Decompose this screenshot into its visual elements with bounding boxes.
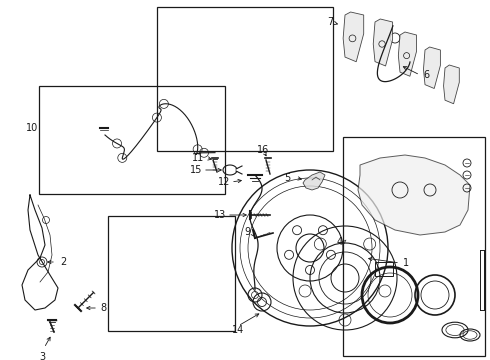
Bar <box>157 7 333 151</box>
Text: 3: 3 <box>39 352 45 360</box>
Polygon shape <box>358 155 470 235</box>
Text: 7: 7 <box>327 17 333 27</box>
Text: 11: 11 <box>192 153 204 163</box>
Polygon shape <box>343 12 364 62</box>
Text: 8: 8 <box>100 303 106 313</box>
Text: 16: 16 <box>257 145 269 155</box>
Text: 14: 14 <box>232 325 244 335</box>
Polygon shape <box>373 19 392 66</box>
Bar <box>39 86 225 194</box>
Polygon shape <box>303 172 325 190</box>
Text: 13: 13 <box>214 210 226 220</box>
Polygon shape <box>443 65 459 104</box>
Text: 6: 6 <box>423 70 429 80</box>
Polygon shape <box>398 32 416 76</box>
Bar <box>108 216 235 331</box>
Bar <box>375 262 393 276</box>
Text: 1: 1 <box>403 258 409 268</box>
Text: 4: 4 <box>337 237 343 247</box>
Text: 10: 10 <box>26 123 38 133</box>
Text: 15: 15 <box>190 165 202 175</box>
Text: 2: 2 <box>60 257 66 267</box>
Text: 9: 9 <box>244 227 250 237</box>
Polygon shape <box>423 47 441 89</box>
Text: 12: 12 <box>218 177 230 187</box>
Bar <box>343 137 485 356</box>
Text: 5: 5 <box>284 173 290 183</box>
